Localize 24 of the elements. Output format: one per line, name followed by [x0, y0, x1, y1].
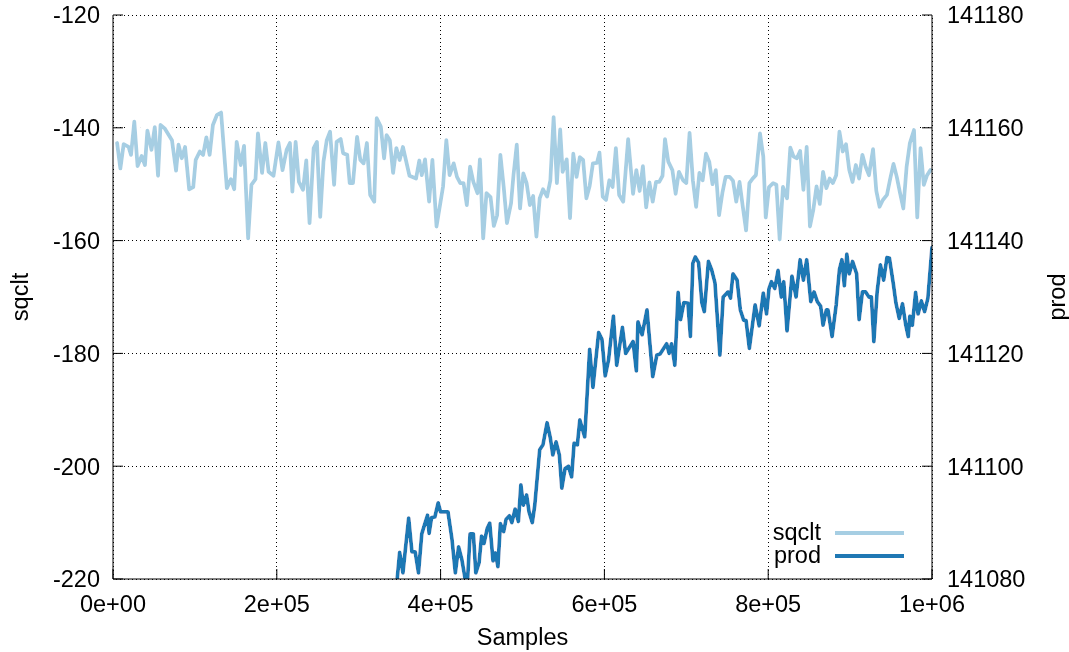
y2-tick-label: 141080: [947, 566, 1026, 593]
y-tick-label: -200: [52, 453, 100, 480]
x-tick-label: 6e+05: [571, 590, 638, 617]
x-tick-label: 2e+05: [243, 590, 310, 617]
y2-tick-label: 141140: [947, 227, 1024, 254]
y-tick-label: -140: [52, 115, 100, 142]
line-series: [115, 110, 932, 242]
y2-tick-label: 141100: [947, 453, 1024, 480]
x-tick-label: 4e+05: [407, 590, 474, 617]
y2-axis-title: prod: [1043, 273, 1069, 321]
y-tick-label: -160: [52, 227, 100, 254]
x-tick-label: 1e+06: [898, 590, 966, 617]
y-tick-label: -180: [52, 340, 100, 367]
legend-label: sqclt: [772, 519, 821, 545]
y-tick-label: -120: [52, 2, 100, 29]
y-tick-label: -220: [52, 566, 100, 593]
y2-tick-label: 141180: [947, 2, 1024, 29]
y2-tick-label: 141160: [947, 115, 1024, 142]
y2-tick-label: 141120: [947, 340, 1024, 367]
line-series: [395, 245, 932, 579]
x-tick-label: 8e+05: [735, 590, 802, 617]
x-tick-label: 0e+00: [79, 590, 147, 617]
y-axis-title: sqclt: [6, 272, 33, 322]
x-axis-title: Samples: [476, 623, 569, 650]
